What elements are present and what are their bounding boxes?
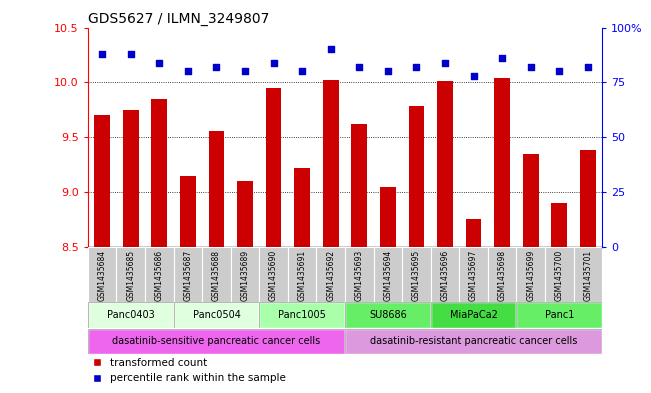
Bar: [294, 168, 310, 247]
Text: GSM1435694: GSM1435694: [383, 250, 393, 301]
Text: GSM1435700: GSM1435700: [555, 250, 564, 301]
FancyBboxPatch shape: [516, 247, 545, 302]
Bar: [580, 151, 596, 247]
Text: GSM1435695: GSM1435695: [412, 250, 421, 301]
FancyBboxPatch shape: [288, 247, 316, 302]
Point: [240, 68, 250, 75]
Text: GSM1435693: GSM1435693: [355, 250, 364, 301]
Bar: [523, 154, 538, 247]
Text: Panc0504: Panc0504: [193, 310, 240, 320]
Point: [211, 64, 221, 70]
FancyBboxPatch shape: [174, 247, 202, 302]
FancyBboxPatch shape: [259, 302, 345, 328]
Point: [497, 55, 507, 61]
Point: [469, 73, 479, 79]
Text: GSM1435686: GSM1435686: [155, 250, 164, 301]
FancyBboxPatch shape: [88, 247, 117, 302]
Text: dasatinib-sensitive pancreatic cancer cells: dasatinib-sensitive pancreatic cancer ce…: [113, 336, 320, 346]
Bar: [208, 130, 225, 247]
FancyBboxPatch shape: [174, 302, 259, 328]
Point: [183, 68, 193, 75]
Text: Panc1005: Panc1005: [278, 310, 326, 320]
Text: GSM1435696: GSM1435696: [441, 250, 450, 301]
Text: Panc0403: Panc0403: [107, 310, 155, 320]
Text: GSM1435692: GSM1435692: [326, 250, 335, 301]
Text: GSM1435697: GSM1435697: [469, 250, 478, 301]
Point: [554, 68, 564, 75]
Text: GSM1435698: GSM1435698: [497, 250, 506, 301]
FancyBboxPatch shape: [316, 247, 345, 302]
Bar: [352, 124, 367, 247]
FancyBboxPatch shape: [259, 247, 288, 302]
Text: GSM1435684: GSM1435684: [98, 250, 107, 301]
FancyBboxPatch shape: [374, 247, 402, 302]
Bar: [152, 99, 167, 247]
Bar: [266, 88, 281, 247]
Point: [97, 51, 107, 57]
Point: [326, 46, 336, 53]
Text: Panc1: Panc1: [545, 310, 574, 320]
FancyBboxPatch shape: [145, 247, 174, 302]
FancyBboxPatch shape: [516, 302, 602, 328]
Text: GSM1435701: GSM1435701: [583, 250, 592, 301]
FancyBboxPatch shape: [574, 247, 602, 302]
FancyBboxPatch shape: [460, 247, 488, 302]
FancyBboxPatch shape: [431, 247, 460, 302]
Bar: [123, 110, 139, 247]
Point: [383, 68, 393, 75]
FancyBboxPatch shape: [88, 329, 345, 354]
Point: [297, 68, 307, 75]
Bar: [380, 187, 396, 247]
Text: GSM1435685: GSM1435685: [126, 250, 135, 301]
FancyBboxPatch shape: [230, 247, 259, 302]
FancyBboxPatch shape: [488, 247, 516, 302]
Bar: [551, 203, 567, 247]
FancyBboxPatch shape: [117, 247, 145, 302]
Point: [525, 64, 536, 70]
FancyBboxPatch shape: [431, 302, 516, 328]
Point: [354, 64, 365, 70]
FancyBboxPatch shape: [345, 302, 431, 328]
FancyBboxPatch shape: [345, 329, 602, 354]
Text: GSM1435689: GSM1435689: [240, 250, 249, 301]
FancyBboxPatch shape: [202, 247, 230, 302]
FancyBboxPatch shape: [402, 247, 431, 302]
Text: GSM1435687: GSM1435687: [184, 250, 193, 301]
Text: GDS5627 / ILMN_3249807: GDS5627 / ILMN_3249807: [88, 13, 270, 26]
FancyBboxPatch shape: [545, 247, 574, 302]
Text: MiaPaCa2: MiaPaCa2: [450, 310, 497, 320]
Bar: [494, 78, 510, 247]
Point: [126, 51, 136, 57]
Text: GSM1435690: GSM1435690: [269, 250, 278, 301]
Bar: [94, 115, 110, 247]
Bar: [465, 219, 482, 247]
Bar: [323, 80, 339, 247]
FancyBboxPatch shape: [345, 247, 374, 302]
FancyBboxPatch shape: [88, 302, 174, 328]
Bar: [409, 107, 424, 247]
Text: SU8686: SU8686: [369, 310, 407, 320]
Text: GSM1435699: GSM1435699: [526, 250, 535, 301]
Text: dasatinib-resistant pancreatic cancer cells: dasatinib-resistant pancreatic cancer ce…: [370, 336, 577, 346]
Point: [268, 59, 279, 66]
Point: [440, 59, 450, 66]
Point: [411, 64, 422, 70]
Point: [583, 64, 593, 70]
Legend: transformed count, percentile rank within the sample: transformed count, percentile rank withi…: [93, 358, 286, 383]
Bar: [437, 81, 453, 247]
Bar: [180, 176, 196, 247]
Point: [154, 59, 165, 66]
Bar: [237, 181, 253, 247]
Text: GSM1435688: GSM1435688: [212, 250, 221, 301]
Text: GSM1435691: GSM1435691: [298, 250, 307, 301]
